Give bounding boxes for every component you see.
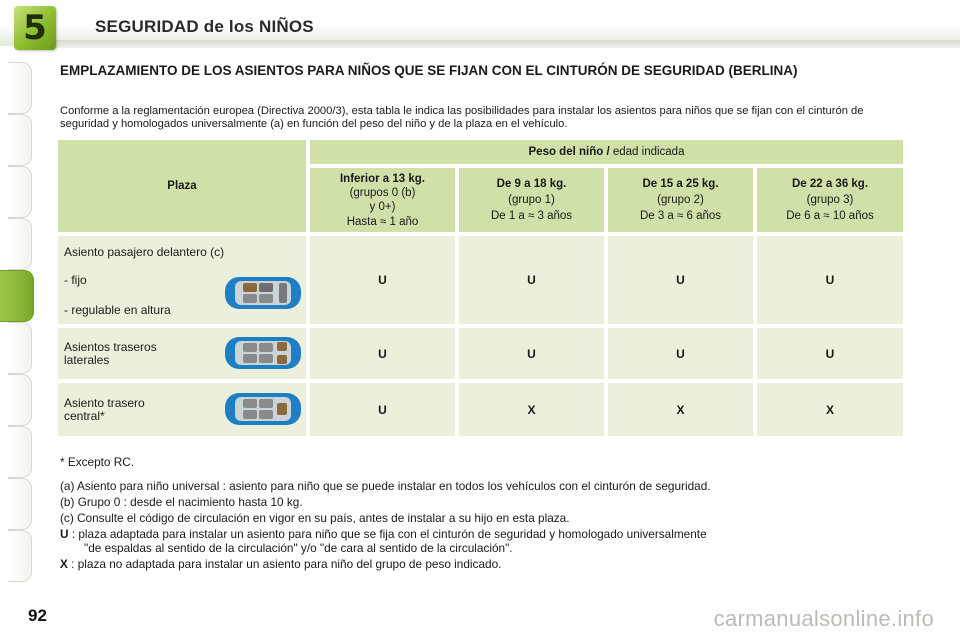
seat-mark: X	[825, 402, 834, 417]
note-x-text: : plaza no adaptada para instalar un asi…	[71, 557, 502, 571]
row-1-label-cell: Asiento pasajero delantero (c) - fijo - …	[58, 236, 306, 324]
chapter-tab-4[interactable]	[8, 218, 32, 270]
row-1-col-2: U	[459, 236, 604, 324]
seat-mark: X	[527, 402, 536, 417]
note-a: (a) Asiento para niño universal : asient…	[60, 479, 711, 493]
row-2-col-3: U	[608, 328, 753, 379]
column-age: De 6 a ≈ 10 años	[786, 210, 874, 222]
column-header-3: De 15 a 25 kg. (grupo 2) De 3 a ≈ 6 años	[608, 168, 753, 232]
row-2-col-1: U	[310, 328, 455, 379]
column-title: De 22 a 36 kg.	[791, 178, 869, 190]
car-front-seat-icon	[225, 277, 301, 309]
chapter-tab-8[interactable]	[8, 426, 32, 478]
column-header-4: De 22 a 36 kg. (grupo 3) De 6 a ≈ 10 año…	[757, 168, 903, 232]
row-2-col-4: U	[757, 328, 903, 379]
note-x-key: X	[60, 557, 68, 571]
row-label: Asientos traseros	[64, 340, 157, 354]
column-group: (grupo 2)	[657, 194, 704, 206]
note-c: (c) Consulte el código de circulación en…	[60, 511, 570, 525]
row-3-col-4: X	[757, 383, 903, 436]
seat-mark: U	[378, 273, 387, 287]
chapter-number: 5	[23, 8, 47, 48]
weight-header-normal: edad indicada	[612, 146, 685, 158]
column-header-1: Inferior a 13 kg. (grupos 0 (b) y 0+) Ha…	[310, 168, 455, 232]
row-sublabel-fixed: - fijo	[64, 273, 87, 287]
chapter-title: SEGURIDAD de los NIÑOS	[95, 17, 314, 36]
row-3-col-1: U	[310, 383, 455, 436]
column-group-cont: y 0+)	[369, 200, 396, 213]
chapter-tabs	[0, 62, 34, 582]
plaza-header-label: Plaza	[167, 180, 197, 192]
row-1-col-4: U	[757, 236, 903, 324]
weight-header: Peso del niño / edad indicada	[310, 140, 903, 164]
row-3-label-cell: Asiento trasero central*	[58, 383, 306, 436]
seat-mark: U	[676, 346, 685, 361]
chapter-tab-9[interactable]	[8, 478, 32, 530]
footnote-excepto: * Excepto RC.	[60, 455, 135, 469]
seat-mark: U	[527, 346, 536, 361]
seat-mark: U	[676, 273, 685, 287]
intro-paragraph: Conforme a la reglamentación europea (Di…	[60, 105, 864, 130]
row-1-col-3: U	[608, 236, 753, 324]
seat-mark: U	[378, 402, 387, 417]
note-u-cont: "de espaldas al sentido de la circulació…	[84, 541, 513, 555]
chapter-tab-6[interactable]	[8, 322, 32, 374]
chapter-tab-5-active[interactable]	[0, 270, 34, 322]
chapter-tab-7[interactable]	[8, 374, 32, 426]
column-group: (grupo 3)	[806, 194, 854, 206]
row-label: Asiento trasero	[64, 396, 145, 410]
column-age: De 3 a ≈ 6 años	[639, 210, 722, 222]
section-title: EMPLAZAMIENTO DE LOS ASIENTOS PARA NIÑOS…	[60, 63, 798, 78]
row-label: Asiento pasajero delantero (c)	[64, 245, 225, 259]
column-age: Hasta ≈ 1 año	[346, 215, 419, 228]
seat-mark: X	[676, 402, 685, 417]
row-2-col-2: U	[459, 328, 604, 379]
chapter-badge: 5	[14, 6, 56, 50]
row-3-col-3: X	[608, 383, 753, 436]
note-u: U : plaza adaptada para instalar un asie…	[60, 527, 920, 541]
page-number: 92	[28, 606, 47, 625]
seat-mark: U	[527, 273, 536, 287]
row-label-cont: central*	[64, 409, 105, 423]
column-title: De 15 a 25 kg.	[642, 178, 719, 190]
row-label-cont: laterales	[64, 353, 110, 367]
row-sublabel-adjustable: - regulable en altura	[64, 303, 171, 317]
row-2-label-cell: Asientos traseros laterales	[58, 328, 306, 379]
seat-mark: U	[825, 273, 835, 287]
plaza-header: Plaza	[58, 140, 306, 232]
column-title: Inferior a 13 kg.	[339, 172, 425, 185]
car-rear-center-seat-icon	[225, 393, 301, 425]
weight-header-bold: Peso del niño /	[528, 146, 610, 158]
chapter-tab-1[interactable]	[8, 62, 32, 114]
watermark: carmanualsonline.info	[713, 606, 934, 631]
column-age: De 1 a ≈ 3 años	[490, 210, 573, 222]
column-header-2: De 9 a 18 kg. (grupo 1) De 1 a ≈ 3 años	[459, 168, 604, 232]
row-3-col-2: X	[459, 383, 604, 436]
car-rear-side-seats-icon	[225, 337, 301, 369]
note-u-key: U	[60, 527, 69, 541]
column-group: (grupo 1)	[508, 194, 555, 206]
chapter-tab-3[interactable]	[8, 166, 32, 218]
header-divider	[22, 40, 960, 48]
column-group: (grupos 0 (b)	[349, 186, 416, 199]
note-u-text: : plaza adaptada para instalar un asient…	[71, 527, 707, 541]
seat-mark: U	[825, 346, 835, 361]
column-title: De 9 a 18 kg.	[496, 178, 567, 190]
chapter-tab-10[interactable]	[8, 530, 32, 582]
note-x: X : plaza no adaptada para instalar un a…	[60, 557, 920, 571]
header-band	[0, 0, 960, 46]
chapter-tab-2[interactable]	[8, 114, 32, 166]
seat-mark: U	[378, 346, 387, 361]
note-b: (b) Grupo 0 : desde el nacimiento hasta …	[60, 495, 303, 509]
row-1-col-1: U	[310, 236, 455, 324]
